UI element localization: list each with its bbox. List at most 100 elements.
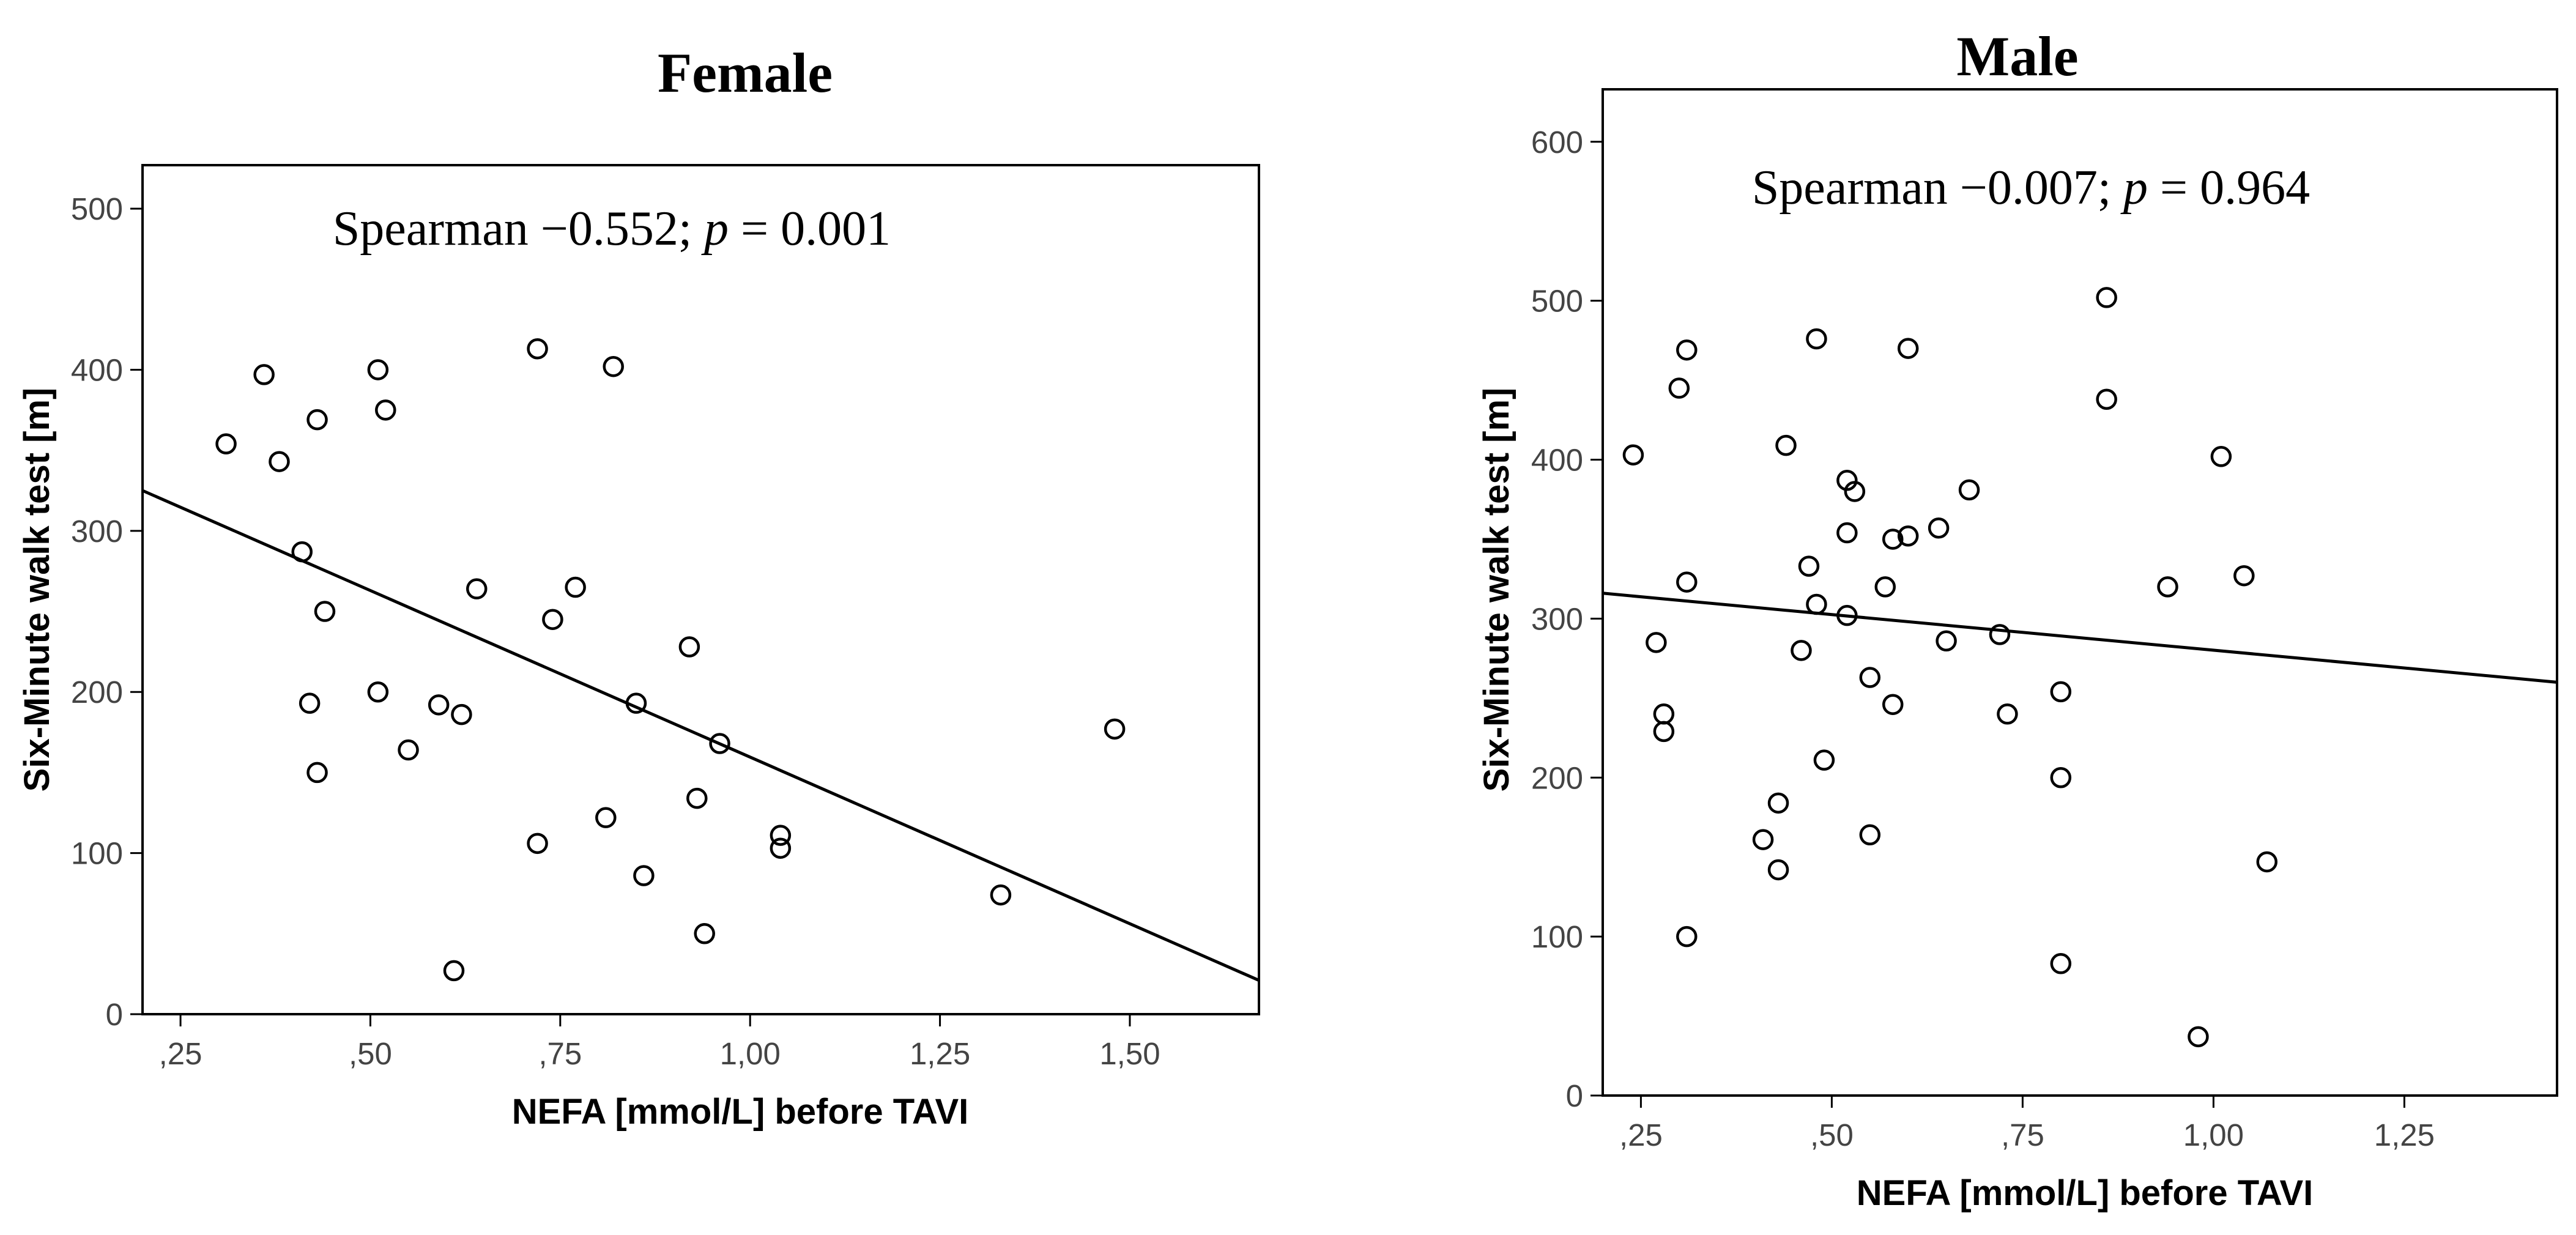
male-data-point <box>2256 851 2278 873</box>
female-y-tick-label: 200 <box>71 675 123 710</box>
female-data-point <box>306 409 328 431</box>
male-data-point <box>1646 632 1667 653</box>
female-p-symbol: p <box>701 202 729 256</box>
female-data-point <box>633 865 655 886</box>
female-y-ticks: 0 100 200 300 400 500 <box>71 191 143 1032</box>
female-x-tick-label: 1,50 <box>1099 1036 1160 1071</box>
female-data-point <box>428 694 450 716</box>
male-data-point <box>1897 338 1919 359</box>
male-y-tick-label: 200 <box>1531 760 1583 795</box>
male-data-point <box>1928 517 1950 539</box>
male-data-point <box>2210 446 2232 467</box>
male-data-point <box>2233 565 2255 587</box>
female-data-point <box>678 636 700 658</box>
male-x-axis-label: NEFA [mmol/L] before TAVI <box>1857 1173 2314 1213</box>
male-data-point <box>1798 555 1820 577</box>
female-plot-frame <box>141 164 1260 1015</box>
male-data-point <box>2050 767 2072 788</box>
male-data-point <box>1859 667 1881 688</box>
female-x-tick-label: ,75 <box>538 1036 582 1071</box>
female-data-point <box>527 833 548 855</box>
male-p-value: = 0.964 <box>2148 161 2310 215</box>
female-y-tick-label: 100 <box>71 836 123 871</box>
male-plot-frame <box>1602 88 2558 1097</box>
male-spearman-annotation: Spearman −0.007; p = 0.964 <box>1752 161 2310 215</box>
male-data-point <box>1622 444 1644 465</box>
male-data-point <box>1958 479 1980 501</box>
female-x-axis-label: NEFA [mmol/L] before TAVI <box>512 1092 969 1132</box>
male-x-tick-label: ,25 <box>1619 1118 1663 1152</box>
male-y-ticks: 0 100 200 300 400 500 600 <box>1531 125 1603 1113</box>
male-spearman-text: Spearman −0.007; <box>1752 161 2123 215</box>
male-data-point <box>1676 925 1698 948</box>
female-x-tick-label: ,50 <box>349 1036 392 1071</box>
male-y-tick-label: 400 <box>1531 443 1583 478</box>
female-data-point <box>253 364 275 385</box>
female-x-tick-label: ,25 <box>159 1036 202 1071</box>
female-data-point <box>451 703 472 725</box>
male-x-tick-label: ,75 <box>2001 1118 2044 1152</box>
male-data-point <box>2050 953 2072 974</box>
male-chart-title: Male <box>1956 25 2078 87</box>
female-data-point <box>709 733 730 754</box>
female-data-point <box>542 609 563 630</box>
male-x-ticks: ,25 ,50 ,75 1,00 1,25 <box>1619 1096 2435 1152</box>
female-data-point <box>686 787 708 809</box>
female-data-point <box>367 681 389 703</box>
male-data-point <box>1882 528 1904 550</box>
male-data-point <box>1752 829 1774 850</box>
female-data-point <box>770 837 792 859</box>
male-data-point <box>1767 859 1789 881</box>
female-data-point <box>466 578 488 599</box>
male-x-tick-label: 1,25 <box>2374 1118 2435 1152</box>
male-y-tick-label: 100 <box>1531 919 1583 954</box>
female-p-value: = 0.001 <box>729 202 891 256</box>
male-panel: Male Spearman −0.007; p = 0.964 0 100 200 3… <box>1477 25 2558 1213</box>
female-data-point <box>1104 718 1126 740</box>
female-spearman-annotation: Spearman −0.552; p = 0.001 <box>333 202 891 256</box>
female-panel: Female Spearman −0.552; p = 0.001 0 100 20… <box>17 42 1260 1132</box>
male-data-point <box>2050 681 2072 703</box>
male-x-tick-label: 1,00 <box>2183 1118 2244 1152</box>
female-data-points <box>215 338 1126 982</box>
male-data-point <box>1653 721 1675 743</box>
male-y-tick-label: 500 <box>1531 284 1583 319</box>
male-data-point <box>1653 703 1675 725</box>
female-x-ticks: ,25 ,50 ,75 1,00 1,25 1,50 <box>159 1014 1160 1071</box>
female-data-point <box>398 739 419 761</box>
male-data-point <box>1668 377 1690 399</box>
female-data-point <box>215 433 237 454</box>
male-data-point <box>1775 434 1797 456</box>
female-data-point <box>269 451 290 472</box>
female-data-point <box>527 338 548 360</box>
female-data-point <box>990 884 1012 906</box>
male-data-point <box>1844 481 1866 502</box>
female-data-point <box>770 825 792 846</box>
male-data-point <box>1791 640 1812 661</box>
female-y-tick-label: 0 <box>106 997 123 1032</box>
male-y-tick-label: 600 <box>1531 125 1583 160</box>
male-y-tick-label: 0 <box>1566 1078 1583 1113</box>
female-data-point <box>299 692 321 714</box>
male-data-point <box>1676 571 1698 593</box>
male-data-point <box>1676 339 1698 361</box>
female-chart-title: Female <box>658 42 833 104</box>
male-data-point <box>1767 792 1789 814</box>
female-y-tick-label: 500 <box>71 191 123 226</box>
female-data-point <box>375 399 396 421</box>
female-y-axis-label: Six-Minute walk test [m] <box>17 388 57 792</box>
female-data-point <box>565 576 586 598</box>
male-data-point <box>1874 576 1896 598</box>
female-y-tick-label: 400 <box>71 352 123 387</box>
male-regression-line <box>1602 592 2558 684</box>
male-data-points <box>1622 287 2278 1048</box>
female-y-tick-label: 300 <box>71 514 123 549</box>
male-data-point <box>1836 522 1858 544</box>
male-data-point <box>1859 824 1881 846</box>
female-data-point <box>314 601 336 622</box>
male-data-point <box>1989 624 2011 645</box>
female-x-tick-label: 1,25 <box>910 1036 970 1071</box>
male-p-symbol: p <box>2120 161 2148 215</box>
male-data-point <box>1806 328 1827 350</box>
male-data-point <box>2096 388 2117 410</box>
